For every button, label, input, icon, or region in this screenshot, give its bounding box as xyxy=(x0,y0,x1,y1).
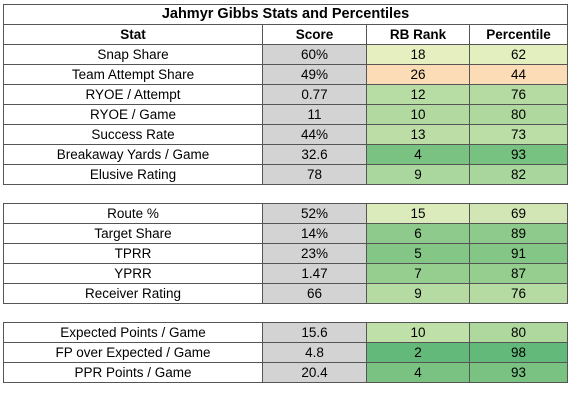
percentile-cell: 62 xyxy=(468,44,569,65)
rank-cell: 6 xyxy=(366,223,470,244)
score-cell: 4.8 xyxy=(262,342,367,363)
rank-cell: 5 xyxy=(366,243,470,264)
stat-cell: Expected Points / Game xyxy=(3,322,263,343)
stat-cell: Snap Share xyxy=(3,44,263,65)
stat-cell: TPRR xyxy=(3,243,263,264)
rank-column-header: RB Rank xyxy=(366,24,470,45)
stat-cell: Breakaway Yards / Game xyxy=(3,144,263,165)
stat-cell: Route % xyxy=(3,203,263,224)
stats-table-body: Jahmyr Gibbs Stats and Percentiles Stat … xyxy=(2,4,569,383)
table-row: Target Share 14% 6 89 xyxy=(3,223,569,244)
percentile-cell: 80 xyxy=(468,104,569,125)
rank-cell: 15 xyxy=(366,203,470,224)
stat-cell: PPR Points / Game xyxy=(3,362,263,383)
rank-cell: 26 xyxy=(366,64,470,85)
percentile-cell: 76 xyxy=(468,283,569,304)
spacer-cell xyxy=(3,303,568,323)
score-cell: 14% xyxy=(262,223,367,244)
percentile-cell: 44 xyxy=(468,64,569,85)
score-cell: 0.77 xyxy=(262,84,367,105)
percentile-cell: 91 xyxy=(468,243,569,264)
rank-cell: 10 xyxy=(366,322,470,343)
table-row: Success Rate 44% 13 73 xyxy=(3,124,569,145)
stats-table: Jahmyr Gibbs Stats and Percentiles Stat … xyxy=(2,4,569,383)
percentile-cell: 93 xyxy=(468,362,569,383)
rank-cell: 4 xyxy=(366,144,470,165)
rank-cell: 9 xyxy=(366,164,470,185)
table-row: Receiver Rating 66 9 76 xyxy=(3,283,569,304)
percentile-column-header: Percentile xyxy=(468,24,569,45)
stat-cell: Receiver Rating xyxy=(3,283,263,304)
section-spacer xyxy=(3,303,568,323)
table-row: Team Attempt Share 49% 26 44 xyxy=(3,64,569,85)
rank-cell: 9 xyxy=(366,283,470,304)
percentile-cell: 98 xyxy=(468,342,569,363)
stat-cell: Team Attempt Share xyxy=(3,64,263,85)
table-row: FP over Expected / Game 4.8 2 98 xyxy=(3,342,569,363)
stat-cell: YPRR xyxy=(3,263,263,284)
stat-cell: FP over Expected / Game xyxy=(3,342,263,363)
table-row: Elusive Rating 78 9 82 xyxy=(3,164,569,185)
percentile-cell: 80 xyxy=(468,322,569,343)
percentile-cell: 93 xyxy=(468,144,569,165)
rank-cell: 4 xyxy=(366,362,470,383)
percentile-cell: 69 xyxy=(468,203,569,224)
table-row: Expected Points / Game 15.6 10 80 xyxy=(3,322,569,343)
table-row: RYOE / Game 11 10 80 xyxy=(3,104,569,125)
score-cell: 32.6 xyxy=(262,144,367,165)
stat-cell: Target Share xyxy=(3,223,263,244)
score-cell: 78 xyxy=(262,164,367,185)
table-row: Route % 52% 15 69 xyxy=(3,203,569,224)
rank-cell: 13 xyxy=(366,124,470,145)
percentile-cell: 82 xyxy=(468,164,569,185)
table-row: Breakaway Yards / Game 32.6 4 93 xyxy=(3,144,569,165)
stat-cell: Elusive Rating xyxy=(3,164,263,185)
score-cell: 11 xyxy=(262,104,367,125)
rank-cell: 12 xyxy=(366,84,470,105)
score-column-header: Score xyxy=(262,24,367,45)
spacer-cell xyxy=(3,184,568,204)
percentile-cell: 89 xyxy=(468,223,569,244)
title-row: Jahmyr Gibbs Stats and Percentiles xyxy=(2,4,569,25)
table-row: TPRR 23% 5 91 xyxy=(3,243,569,264)
rank-cell: 7 xyxy=(366,263,470,284)
section-spacer xyxy=(3,184,568,204)
percentile-cell: 73 xyxy=(468,124,569,145)
rank-cell: 18 xyxy=(366,44,470,65)
stat-cell: RYOE / Game xyxy=(3,104,263,125)
table-row: PPR Points / Game 20.4 4 93 xyxy=(3,362,569,383)
rank-cell: 2 xyxy=(366,342,470,363)
table-title: Jahmyr Gibbs Stats and Percentiles xyxy=(2,4,569,25)
score-cell: 52% xyxy=(262,203,367,224)
stat-cell: Success Rate xyxy=(3,124,263,145)
score-cell: 44% xyxy=(262,124,367,145)
percentile-cell: 76 xyxy=(468,84,569,105)
table-row: YPRR 1.47 7 87 xyxy=(3,263,569,284)
score-cell: 49% xyxy=(262,64,367,85)
score-cell: 60% xyxy=(262,44,367,65)
rank-cell: 10 xyxy=(366,104,470,125)
table-row: RYOE / Attempt 0.77 12 76 xyxy=(3,84,569,105)
percentile-cell: 87 xyxy=(468,263,569,284)
score-cell: 23% xyxy=(262,243,367,264)
score-cell: 20.4 xyxy=(262,362,367,383)
score-cell: 15.6 xyxy=(262,322,367,343)
score-cell: 1.47 xyxy=(262,263,367,284)
score-cell: 66 xyxy=(262,283,367,304)
table-row: Snap Share 60% 18 62 xyxy=(3,44,569,65)
header-row: Stat Score RB Rank Percentile xyxy=(3,24,569,45)
stat-cell: RYOE / Attempt xyxy=(3,84,263,105)
stat-column-header: Stat xyxy=(3,24,263,45)
